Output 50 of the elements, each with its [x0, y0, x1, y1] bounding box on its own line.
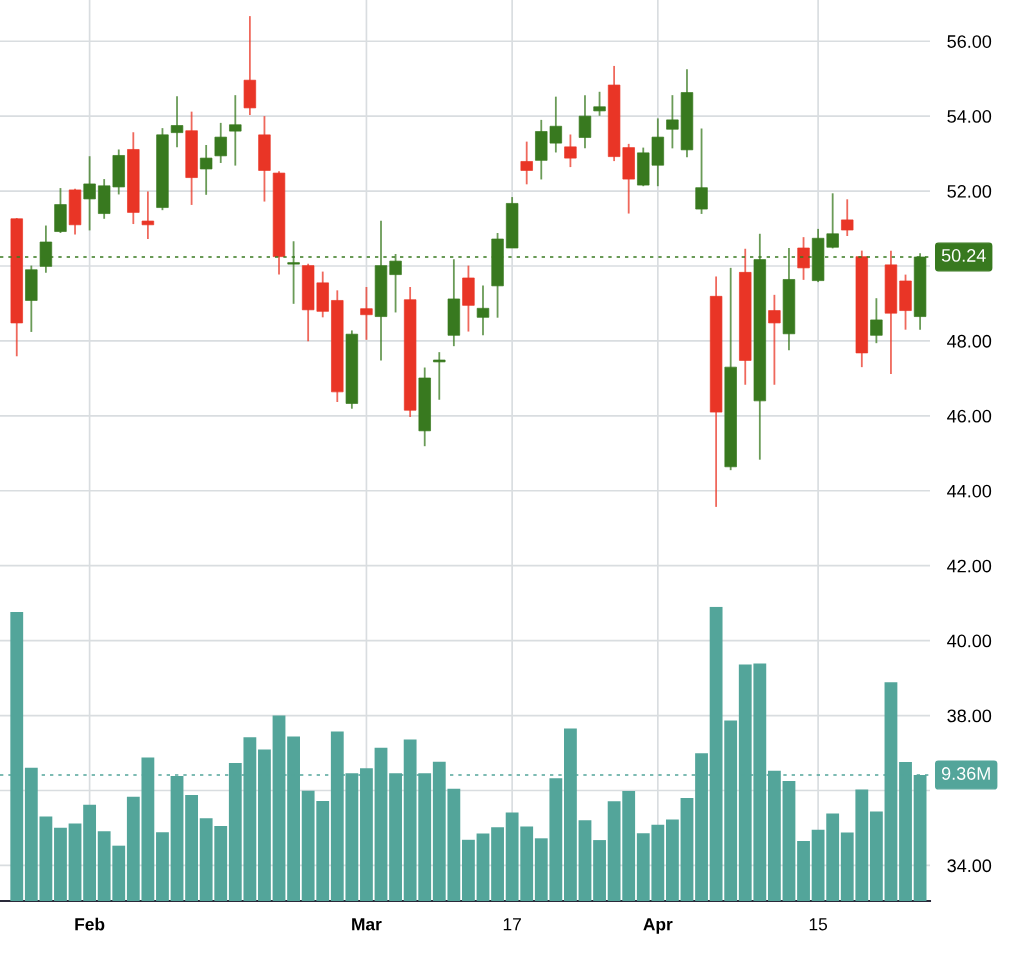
y-tick-label: 54.00 [947, 110, 992, 123]
bar [680, 798, 694, 901]
candlestick [578, 94, 592, 150]
x-tick-label: Mar [352, 918, 382, 931]
y-tick-label: 48.00 [947, 334, 992, 348]
y-tick-label: 44.00 [947, 484, 992, 498]
ref-line-label: 9.36M [941, 767, 990, 780]
bar [54, 827, 67, 901]
candlestick [476, 284, 490, 337]
bar [869, 811, 883, 901]
bar [68, 823, 82, 901]
bar [593, 840, 606, 901]
candlestick [695, 127, 708, 215]
bar [578, 820, 592, 901]
candlestick [841, 198, 854, 237]
ref-line-label: 50.24 [941, 249, 986, 262]
y-tick-label: 46.00 [947, 409, 992, 423]
x-tick-label: 17 [503, 918, 521, 931]
bar [782, 780, 796, 901]
x-tick-label: Apr [643, 918, 673, 934]
candlestick [593, 90, 606, 117]
candlestick [170, 95, 184, 149]
candlestick [433, 351, 446, 401]
candlestick [520, 140, 533, 186]
candlestick [83, 155, 96, 232]
bar [156, 832, 169, 901]
y-tick-label: 34.00 [947, 859, 992, 873]
candlestick [360, 286, 373, 341]
bar [491, 827, 504, 901]
y-tick-label: 56.00 [947, 35, 992, 48]
candlestick [870, 297, 883, 345]
y-tick-label: 38.00 [947, 709, 992, 723]
y-tick-label: 42.00 [947, 559, 992, 573]
y-tick-label: 52.00 [947, 185, 992, 198]
bar [462, 839, 475, 901]
candlestick [141, 190, 155, 240]
candlestick [564, 133, 577, 168]
x-tick-label: 15 [809, 918, 828, 931]
y-tick-label: 40.00 [947, 634, 992, 648]
bar [665, 819, 679, 901]
bar [83, 804, 97, 901]
candlestick [797, 236, 810, 281]
candlestick [214, 121, 227, 164]
x-tick-label: Feb [75, 917, 105, 931]
bar [797, 840, 810, 901]
candlestick [229, 94, 242, 167]
candlestick [199, 144, 213, 196]
bar [185, 795, 199, 901]
bar [476, 833, 490, 901]
candlestick [768, 293, 781, 386]
